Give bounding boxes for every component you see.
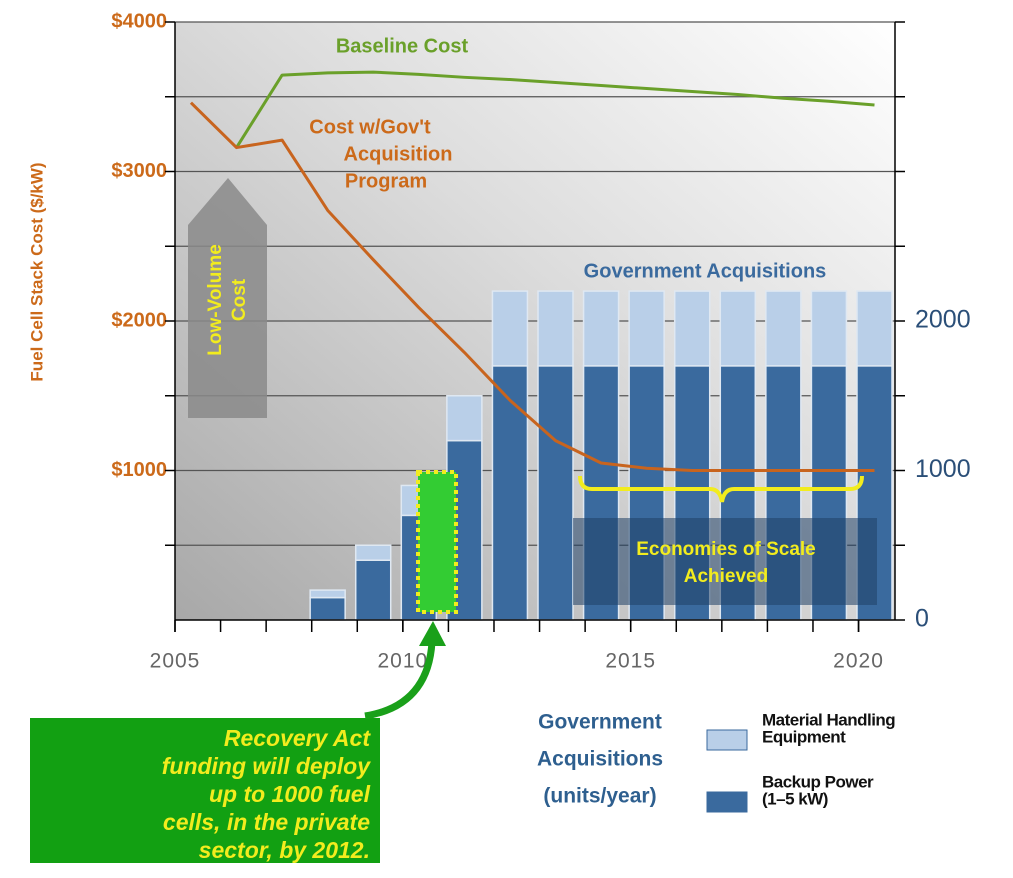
brace xyxy=(578,475,864,503)
legend-swatch xyxy=(706,729,748,751)
x-tick-label: 2020 xyxy=(833,650,884,673)
series-label: Acquisition xyxy=(344,143,453,165)
x-tick-label: 2005 xyxy=(150,650,201,673)
low-volume-arrow xyxy=(188,178,267,418)
legend-label: (1–5 kW) xyxy=(762,789,828,808)
grid xyxy=(175,21,895,546)
bar xyxy=(491,290,529,367)
recovery-text: Recovery Act xyxy=(224,725,372,751)
economies-box xyxy=(573,518,877,605)
bar xyxy=(537,290,574,367)
acquisitions-label: Government Acquisitions xyxy=(584,260,827,282)
recovery-text: funding will deploy xyxy=(162,753,371,779)
series-label: Baseline Cost xyxy=(336,35,469,57)
bar xyxy=(719,290,757,367)
series-label: Program xyxy=(345,170,427,192)
recovery-arrowhead xyxy=(419,621,446,646)
axes: $1000 $2000 $3000 $4000 0 1000 2000 2005 2010 201… xyxy=(111,10,970,672)
bar xyxy=(628,290,665,367)
x-tick-label: 2015 xyxy=(605,650,656,673)
low-volume-label: Cost xyxy=(229,278,250,321)
y-axis-title: Fuel Cell Stack Cost ($/kW) xyxy=(27,162,46,381)
recovery-box xyxy=(30,718,380,863)
y2-tick-label: 2000 xyxy=(915,306,971,334)
bar xyxy=(446,395,483,442)
bar xyxy=(810,290,848,367)
recovery-highlight xyxy=(416,470,458,614)
recovery-text: cells, in the private xyxy=(163,809,370,835)
economies-label: Economies of Scale xyxy=(636,539,816,560)
y-tick-label: $3000 xyxy=(111,160,167,182)
bar xyxy=(537,365,574,621)
legend-label: Material Handling xyxy=(762,710,895,729)
y-tick-label: $1000 xyxy=(111,459,167,481)
bar xyxy=(765,290,802,367)
bar xyxy=(354,559,392,621)
legend-title: Acquisitions xyxy=(537,748,663,771)
legend-label: Equipment xyxy=(762,727,846,746)
economies-label: Achieved xyxy=(684,566,768,587)
bar xyxy=(673,290,711,367)
low-volume-label: Low-Volume xyxy=(205,244,226,356)
bar xyxy=(354,544,392,561)
bar xyxy=(309,589,346,599)
y-tick-label: $2000 xyxy=(111,309,167,331)
legend-title: Government xyxy=(538,711,662,734)
recovery-text: sector, by 2012. xyxy=(199,837,370,863)
x-tick-label: 2010 xyxy=(377,650,428,673)
line xyxy=(235,70,875,149)
series-label: Cost w/Gov't xyxy=(309,116,431,138)
recovery-arrow xyxy=(364,641,436,720)
bar xyxy=(582,290,620,367)
y-tick-label: $4000 xyxy=(111,10,167,32)
legend-swatch xyxy=(706,791,748,813)
y2-tick-label: 0 xyxy=(915,605,929,633)
line xyxy=(189,101,875,472)
bar xyxy=(856,290,893,367)
bar xyxy=(491,365,529,621)
y2-tick-label: 1000 xyxy=(915,455,971,483)
legend-title: (units/year) xyxy=(543,785,656,808)
bar xyxy=(309,596,346,621)
lines xyxy=(189,70,875,472)
recovery-text: up to 1000 fuel xyxy=(209,781,371,807)
legend-label: Backup Power xyxy=(762,772,874,791)
